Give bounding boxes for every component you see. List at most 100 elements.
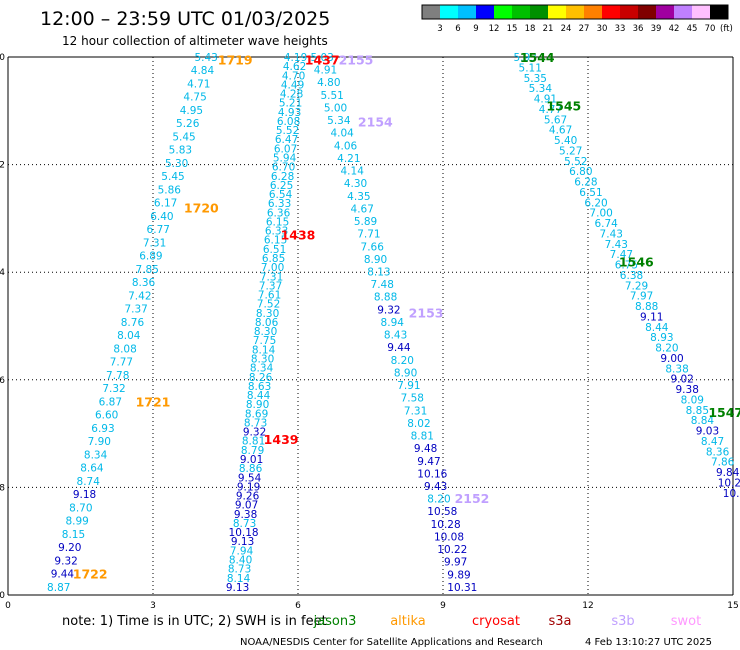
pass-number-label: 1720 <box>184 201 219 216</box>
wave-height-value: 8.90 <box>364 254 387 266</box>
wave-height-value: 6.07 <box>274 143 297 155</box>
wave-height-value: 5.34 <box>529 83 553 95</box>
wave-height-value: 7.42 <box>128 290 151 302</box>
colorbar-label: 3 <box>437 24 442 34</box>
colorbar-label: 33 <box>615 24 626 34</box>
footer-credit: NOAA/NESDIS Center for Satellite Applica… <box>240 637 543 648</box>
colorbar-swatch <box>602 5 620 19</box>
wave-height-value: 8.69 <box>245 408 268 420</box>
wave-height-value: 8.14 <box>227 573 251 585</box>
wave-height-value: 6.47 <box>275 134 298 146</box>
wave-height-value: 5.67 <box>544 114 567 126</box>
wave-height-value: 9.38 <box>676 384 699 396</box>
wave-height-value: 7.97 <box>630 291 653 303</box>
wave-height-value: 8.34 <box>250 363 274 375</box>
colorbar-label: 39 <box>651 24 662 34</box>
y-tick-label: -36 <box>0 376 5 386</box>
wave-height-value: 9.32 <box>377 304 400 316</box>
wave-height-value: 8.81 <box>242 436 265 448</box>
pass-labels: 1719 1720 1721 1722 1437 1438 1439 2155 2154 2153… <box>73 50 740 581</box>
pass-number-label: 2154 <box>358 115 393 130</box>
wave-height-value: 7.29 <box>625 280 648 292</box>
wave-height-value: 9.47 <box>417 456 440 468</box>
wave-height-value: 8.87 <box>47 582 70 594</box>
wave-height-value: 9.89 <box>447 569 470 581</box>
pass-number-label: 1438 <box>281 228 316 243</box>
wave-height-value: 6.36 <box>267 207 291 219</box>
wave-height-value: 6.38 <box>620 270 643 282</box>
wave-height-value: 5.27 <box>559 145 582 157</box>
wave-height-value: 8.30 <box>251 354 274 366</box>
wave-height-value: 4.04 <box>330 128 354 140</box>
wave-height-value: 4.19 <box>284 52 307 64</box>
wave-height-value: 6.28 <box>574 177 597 189</box>
wave-height-value: 4.21 <box>337 153 360 165</box>
wave-height-value: 10.58 <box>427 506 457 518</box>
wave-height-value: 9.03 <box>696 426 719 438</box>
wave-height-value: 7.66 <box>361 241 385 253</box>
wave-height-value: 5.11 <box>519 62 542 74</box>
y-tick-label: -40 <box>0 591 5 601</box>
y-tick-label: -38 <box>0 483 5 493</box>
colorbar-swatch <box>548 5 566 19</box>
wave-height-value: 6.40 <box>150 211 173 223</box>
wave-height-value: 7.94 <box>230 545 254 557</box>
chart-axes: 0 3 6 9 12 15 -30 -32 -34 -36 -38 -40 <box>0 53 739 611</box>
wave-height-value: 7.37 <box>259 280 282 292</box>
wave-height-value: 9.13 <box>226 582 249 594</box>
wave-height-value: 4.70 <box>282 70 305 82</box>
colorbar-swatch <box>476 5 494 19</box>
wave-height-value: 4.06 <box>334 140 358 152</box>
wave-height-value: 6.80 <box>569 166 592 178</box>
wave-height-value: 4.75 <box>183 92 206 104</box>
wave-height-value: 8.88 <box>635 301 658 313</box>
wave-height-value: 8.47 <box>701 436 724 448</box>
wave-height-value: 5.51 <box>320 90 343 102</box>
pass-number-label: 2152 <box>455 491 490 506</box>
wave-height-value: 4.77 <box>539 104 562 116</box>
wave-height-value: 8.30 <box>256 308 279 320</box>
colorbar-label: 15 <box>507 24 518 34</box>
wave-height-value: 8.30 <box>254 326 277 338</box>
wave-height-value: 4.62 <box>283 61 306 73</box>
legend-swot: swot <box>671 614 701 629</box>
wave-height-value: 8.74 <box>77 476 101 488</box>
wave-height-value: 5.52 <box>564 156 587 168</box>
wave-height-value: 7.00 <box>261 262 284 274</box>
wave-height-value: 8.86 <box>239 463 263 475</box>
wave-height-value: 5.21 <box>279 98 302 110</box>
wave-height-value: 4.35 <box>347 191 370 203</box>
legend-jason3: jason3 <box>313 614 357 629</box>
colorbar-swatch <box>512 5 530 19</box>
wave-height-value: 6.54 <box>269 189 293 201</box>
wave-height-value: 6.08 <box>277 116 300 128</box>
pass-number-label: 1437 <box>305 53 340 68</box>
colorbar-label: 45 <box>687 24 698 34</box>
wave-height-value: 8.70 <box>69 502 92 514</box>
wave-height-value: 8.44 <box>645 322 669 334</box>
wave-height-value: 7.37 <box>124 304 147 316</box>
colorbar-label: 30 <box>597 24 608 34</box>
colorbar-frame <box>421 4 729 20</box>
footer-note: note: 1) Time is in UTC; 2) SWH is in fe… <box>62 614 327 629</box>
wave-height-value: 6.75 <box>615 260 638 272</box>
colorbar-swatch <box>710 5 728 19</box>
wave-height-value: 8.43 <box>384 330 407 342</box>
wave-height-value: 8.04 <box>117 330 141 342</box>
wave-height-value: 5.35 <box>524 73 547 85</box>
pass-number-label: 1547 <box>708 405 740 420</box>
wave-height-value: 6.51 <box>263 244 286 256</box>
wave-height-value: 9.32 <box>243 427 266 439</box>
wave-height-value: 5.89 <box>354 216 377 228</box>
wave-height-value: 6.33 <box>268 198 291 210</box>
wave-height-value: 7.78 <box>106 370 129 382</box>
chart-title: 12:00 – 23:59 UTC 01/03/2025 <box>40 8 330 30</box>
wave-height-value: 4.49 <box>281 79 304 91</box>
colorbar-swatch <box>638 5 656 19</box>
colorbar-label: 21 <box>543 24 554 34</box>
wave-height-value: 5.45 <box>172 131 195 143</box>
wave-height-value: 4.91 <box>314 65 337 77</box>
wave-height-value: 9.07 <box>235 500 258 512</box>
wave-height-value: 7.77 <box>110 357 133 369</box>
